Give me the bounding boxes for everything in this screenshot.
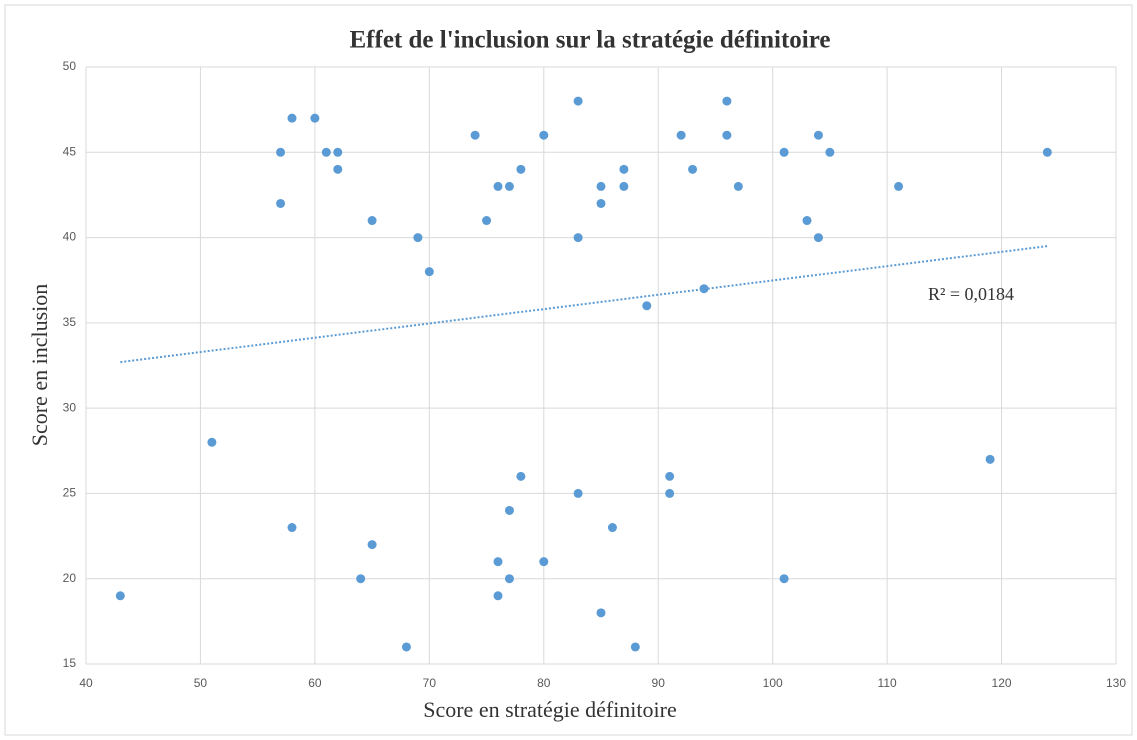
- point: [493, 557, 503, 567]
- y-tick-label: 30: [63, 400, 77, 414]
- y-axis-title: Score en inclusion: [27, 284, 52, 447]
- point: [596, 608, 606, 618]
- point: [516, 164, 526, 174]
- point: [722, 96, 732, 106]
- x-tick-label: 70: [423, 676, 437, 690]
- point: [504, 574, 514, 584]
- x-tick-label: 50: [194, 676, 208, 690]
- point: [413, 233, 423, 243]
- point: [539, 130, 549, 140]
- point: [573, 488, 583, 498]
- y-tick-label: 25: [63, 486, 77, 500]
- point: [207, 437, 217, 447]
- point: [642, 301, 652, 311]
- point: [539, 557, 549, 567]
- y-tick-label: 35: [63, 315, 77, 329]
- point: [1042, 147, 1052, 157]
- point: [688, 164, 698, 174]
- point: [504, 505, 514, 515]
- point: [676, 130, 686, 140]
- point: [722, 130, 732, 140]
- point: [665, 471, 675, 481]
- chart-title: Effet de l'inclusion sur la stratégie dé…: [350, 27, 831, 54]
- point: [504, 181, 514, 191]
- chart-border: [4, 4, 1133, 736]
- point: [779, 574, 789, 584]
- point: [619, 181, 629, 191]
- point: [516, 471, 526, 481]
- point: [367, 540, 377, 550]
- point: [276, 198, 286, 208]
- point: [894, 181, 904, 191]
- point: [619, 164, 629, 174]
- x-tick-label: 100: [763, 676, 783, 690]
- x-tick-label: 80: [537, 676, 551, 690]
- point: [401, 642, 411, 652]
- point: [813, 130, 823, 140]
- point: [607, 523, 617, 533]
- point: [424, 267, 434, 277]
- point: [333, 147, 343, 157]
- x-axis-title: Score en stratégie définitoire: [423, 697, 677, 722]
- point: [813, 233, 823, 243]
- y-tick-label: 50: [63, 59, 77, 73]
- point: [665, 488, 675, 498]
- point: [287, 113, 297, 123]
- point: [482, 216, 492, 226]
- x-tick-label: 130: [1106, 676, 1126, 690]
- point: [573, 233, 583, 243]
- point: [802, 216, 812, 226]
- x-tick-label: 40: [79, 676, 93, 690]
- x-tick-label: 90: [652, 676, 666, 690]
- point: [470, 130, 480, 140]
- trendline-label: R² = 0,0184: [928, 284, 1014, 304]
- y-tick-label: 20: [63, 571, 77, 585]
- point: [596, 198, 606, 208]
- x-tick-label: 110: [878, 676, 897, 690]
- point: [287, 523, 297, 533]
- y-tick-label: 40: [63, 230, 77, 244]
- point: [493, 181, 503, 191]
- point: [276, 147, 286, 157]
- point: [310, 113, 320, 123]
- point: [596, 181, 606, 191]
- point: [356, 574, 366, 584]
- x-tick-label: 120: [992, 676, 1012, 690]
- point: [573, 96, 583, 106]
- x-tick-label: 60: [308, 676, 322, 690]
- point: [733, 181, 743, 191]
- point: [699, 284, 709, 294]
- y-tick-label: 15: [63, 656, 77, 670]
- point: [367, 216, 377, 226]
- point: [115, 591, 125, 601]
- point: [630, 642, 640, 652]
- point: [333, 164, 343, 174]
- point: [779, 147, 789, 157]
- point: [321, 147, 331, 157]
- point: [493, 591, 503, 601]
- y-tick-label: 45: [63, 144, 77, 158]
- point: [825, 147, 835, 157]
- point: [985, 454, 995, 464]
